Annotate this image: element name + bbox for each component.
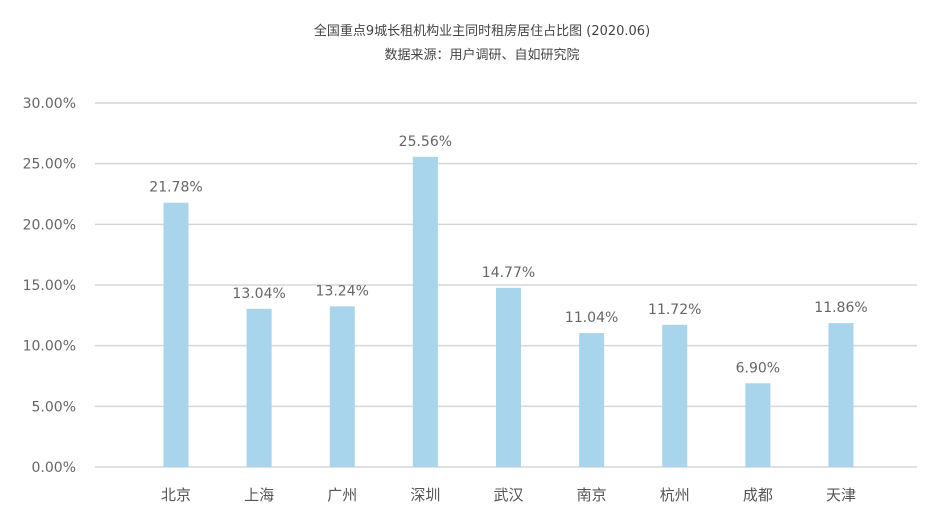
x-tick-label: 天津 xyxy=(826,486,856,504)
bar xyxy=(329,306,355,467)
data-label: 13.24% xyxy=(316,283,369,299)
bar xyxy=(579,333,605,467)
y-tick-label: 20.00% xyxy=(23,217,76,233)
data-label: 11.72% xyxy=(648,302,701,318)
x-tick-label: 北京 xyxy=(161,486,191,504)
x-tick-label: 南京 xyxy=(577,486,607,504)
chart-title: 全国重点9城长租机构业主同时租房居住占比图 (2020.06) xyxy=(313,24,651,39)
y-tick-label: 10.00% xyxy=(23,339,76,355)
data-label: 14.77% xyxy=(482,265,535,281)
y-tick-label: 0.00% xyxy=(32,460,76,476)
x-tick-label: 上海 xyxy=(244,486,274,504)
y-tick-label: 5.00% xyxy=(32,399,76,415)
bar xyxy=(828,323,854,467)
data-label: 21.78% xyxy=(149,180,202,196)
x-tick-label: 杭州 xyxy=(660,486,690,504)
data-label: 11.86% xyxy=(814,300,867,316)
x-tick-label: 成都 xyxy=(743,486,773,504)
bar xyxy=(246,308,272,467)
bar xyxy=(745,383,771,467)
data-label: 13.04% xyxy=(232,286,285,302)
y-tick-label: 15.00% xyxy=(23,278,76,294)
bar xyxy=(412,156,438,467)
chart-subtitle: 数据来源：用户调研、自如研究院 xyxy=(384,48,580,63)
x-tick-label: 武汉 xyxy=(493,486,523,504)
data-label: 11.04% xyxy=(565,310,618,326)
x-tick-label: 深圳 xyxy=(410,486,440,504)
chart-title-block: 全国重点9城长租机构业主同时租房居住占比图 (2020.06) 数据来源：用户调… xyxy=(0,22,927,66)
x-tick-label: 广州 xyxy=(327,486,357,504)
y-tick-label: 25.00% xyxy=(23,157,76,173)
y-tick-label: 30.00% xyxy=(23,96,76,112)
bar xyxy=(496,287,521,467)
data-label: 6.90% xyxy=(736,360,780,376)
bar xyxy=(662,324,688,467)
bar xyxy=(163,202,189,467)
data-label: 25.56% xyxy=(399,134,452,150)
